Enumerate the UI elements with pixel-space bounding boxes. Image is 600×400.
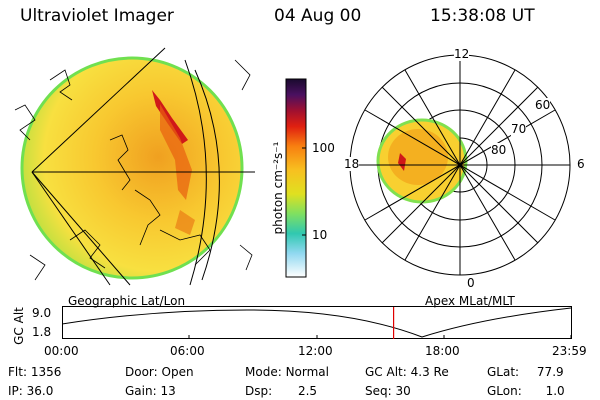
alt-xtick-1800: 18:00: [425, 344, 460, 358]
polar-spokes: [350, 55, 570, 275]
seq-label: Seq:: [365, 384, 392, 398]
left-map-caption: Geographic Lat/Lon: [68, 294, 186, 308]
alt-plot-ylabel: GC Alt: [12, 307, 26, 345]
mode-value: Normal: [285, 365, 329, 379]
altitude-curve: [62, 307, 572, 338]
altitude-plot: [62, 306, 572, 339]
earth-disk: [20, 56, 244, 280]
colorbar-label: photon cm⁻²s⁻¹: [271, 141, 285, 235]
alt-xtick-1200: 12:00: [298, 344, 333, 358]
glon-info: GLon: 1.0: [487, 384, 565, 398]
mode-label: Mode:: [245, 365, 282, 379]
gcalt-info: GC Alt: 4.3 Re: [365, 365, 449, 379]
polar-plot: [349, 54, 571, 276]
ip-info: IP: 36.0: [8, 384, 53, 398]
coastlines: [14, 59, 253, 281]
colorbar: [285, 78, 307, 278]
lat-lon-grid: [31, 47, 255, 286]
alt-xtick-0600: 06:00: [170, 344, 205, 358]
gain-value: 13: [160, 384, 176, 398]
ip-label: IP:: [8, 384, 23, 398]
polar-ring-80: 80: [491, 143, 507, 157]
alt-ytick-low: 1.8: [32, 325, 52, 339]
right-map-caption: Apex MLat/MLT: [425, 294, 515, 308]
gain-label: Gain:: [125, 384, 157, 398]
colorbar-tick-100: 100: [312, 141, 335, 155]
gcalt-value: 4.3 Re: [410, 365, 449, 379]
ip-value: 36.0: [26, 384, 54, 398]
date-label: 04 Aug 00: [274, 6, 362, 26]
dsp-label: Dsp:: [245, 384, 273, 398]
gcalt-label: GC Alt:: [365, 365, 407, 379]
geographic-auroral-image: [14, 47, 255, 286]
dsp-info: Dsp: 2.5: [245, 384, 317, 398]
alt-plot-frame: [62, 306, 572, 339]
door-info: Door: Open: [125, 365, 194, 379]
alt-xtick-2359: 23:59: [552, 344, 587, 358]
glat-value: 77.9: [536, 365, 564, 379]
flt-label: Flt:: [8, 365, 27, 379]
door-value: Open: [161, 365, 194, 379]
seq-info: Seq: 30: [365, 384, 411, 398]
polar-label-18: 18: [344, 157, 360, 171]
alt-xtick-0000: 00:00: [44, 344, 79, 358]
door-label: Door:: [125, 365, 158, 379]
glat-label: GLat:: [487, 365, 520, 379]
polar-ring-70: 70: [511, 122, 527, 136]
glon-value: 1.0: [545, 384, 565, 398]
flt-value: 1356: [30, 365, 62, 379]
aurora-emission: [152, 90, 195, 235]
flt-info: Flt: 1356: [8, 365, 61, 379]
polar-label-0: 0: [467, 276, 475, 290]
glon-label: GLon:: [487, 384, 522, 398]
polar-ring-60: 60: [535, 98, 551, 112]
dsp-value: 2.5: [297, 384, 318, 398]
instrument-title: Ultraviolet Imager: [20, 6, 174, 26]
gain-info: Gain: 13: [125, 384, 176, 398]
polar-label-6: 6: [577, 157, 585, 171]
mode-info: Mode: Normal: [245, 365, 329, 379]
glat-info: GLat: 77.9: [487, 365, 564, 379]
polar-label-12: 12: [454, 47, 470, 61]
alt-x-ticks: [62, 335, 572, 339]
time-label: 15:38:08 UT: [430, 6, 535, 26]
alt-ytick-high: 9.0: [32, 306, 52, 320]
colorbar-tick-10: 10: [312, 228, 328, 242]
seq-value: 30: [395, 384, 411, 398]
